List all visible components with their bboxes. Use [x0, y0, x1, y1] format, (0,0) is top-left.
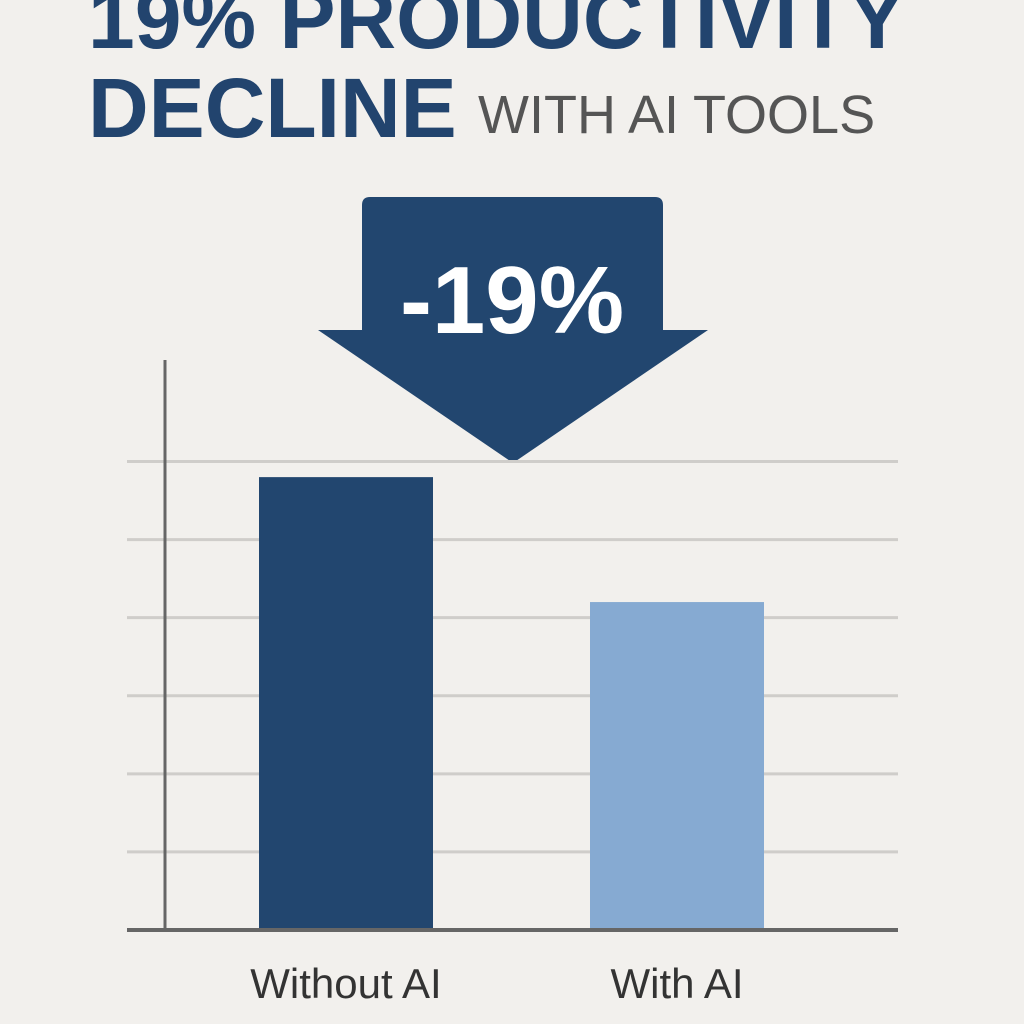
arrow [318, 197, 708, 463]
x-tick-label: With AI [610, 960, 743, 1007]
subtitle: WITH AI TOOLS [478, 85, 875, 145]
annotation: -19% [400, 247, 624, 354]
bar [590, 602, 764, 930]
bar [259, 477, 433, 930]
x-tick-label: Without AI [250, 960, 441, 1007]
title-line: DECLINE [88, 61, 457, 155]
title-line: 19% PRODUCTIVITY [88, 0, 905, 66]
